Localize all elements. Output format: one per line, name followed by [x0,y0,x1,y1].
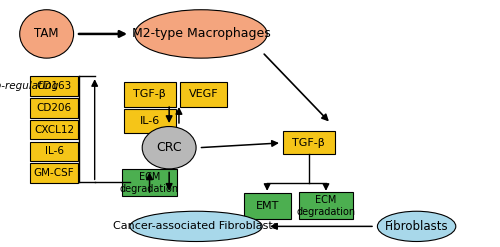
FancyBboxPatch shape [30,142,78,161]
FancyBboxPatch shape [30,163,78,183]
Text: GM-CSF: GM-CSF [34,168,74,178]
Text: CRC: CRC [156,141,182,154]
Text: CD206: CD206 [36,103,72,113]
FancyBboxPatch shape [30,76,78,96]
Text: Fibroblasts: Fibroblasts [385,220,448,233]
FancyBboxPatch shape [180,82,227,107]
Text: CD163: CD163 [36,81,72,91]
Text: CXCL12: CXCL12 [34,124,74,135]
Text: ECM
degradation: ECM degradation [120,172,179,194]
Text: Cancer-associated Fibroblasts: Cancer-associated Fibroblasts [114,221,279,231]
FancyBboxPatch shape [244,193,290,219]
Ellipse shape [20,10,74,58]
Text: IL-6: IL-6 [140,116,160,126]
FancyBboxPatch shape [124,82,176,107]
FancyBboxPatch shape [299,192,353,219]
Text: TGF-β: TGF-β [133,89,166,100]
Ellipse shape [130,211,262,242]
Text: M2-type Macrophages: M2-type Macrophages [132,27,270,41]
FancyBboxPatch shape [30,98,78,118]
FancyBboxPatch shape [122,169,176,196]
FancyBboxPatch shape [283,131,335,154]
Text: ECM
degradation: ECM degradation [296,195,356,217]
Text: EMT: EMT [256,201,279,211]
Text: VEGF: VEGF [188,89,218,100]
Text: up-regulating: up-regulating [0,81,59,91]
Ellipse shape [135,10,267,58]
Text: TAM: TAM [34,27,59,41]
Ellipse shape [142,126,196,169]
Ellipse shape [378,211,456,242]
FancyBboxPatch shape [30,120,78,139]
Text: TGF-β: TGF-β [292,138,325,148]
Text: IL-6: IL-6 [44,146,64,156]
FancyBboxPatch shape [124,109,176,133]
